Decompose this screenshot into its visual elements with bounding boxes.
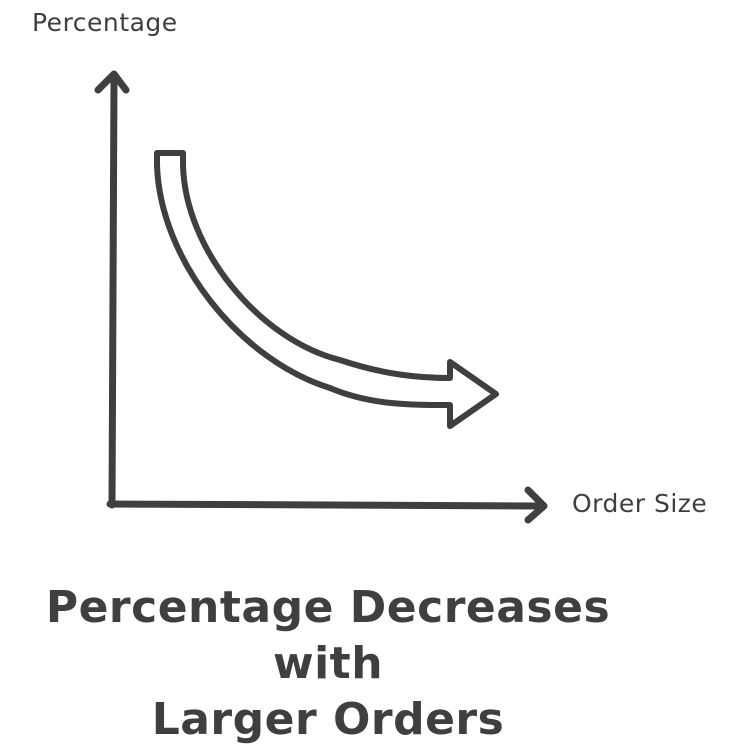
y-axis-line <box>108 74 118 509</box>
y-axis-label: Percentage <box>32 8 178 37</box>
caption-line-1: Percentage Decreases with <box>45 582 611 689</box>
diagram-caption: Percentage Decreases with Larger Orders <box>0 580 656 748</box>
diagram-svg <box>94 70 548 524</box>
decreasing-trend-arrow <box>154 150 499 429</box>
caption-line-2: Larger Orders <box>151 694 505 745</box>
x-axis-arrowhead <box>524 486 548 524</box>
y-axis-arrowhead <box>94 70 130 94</box>
x-axis-line <box>106 500 544 510</box>
x-axis-label: Order Size <box>572 489 708 518</box>
